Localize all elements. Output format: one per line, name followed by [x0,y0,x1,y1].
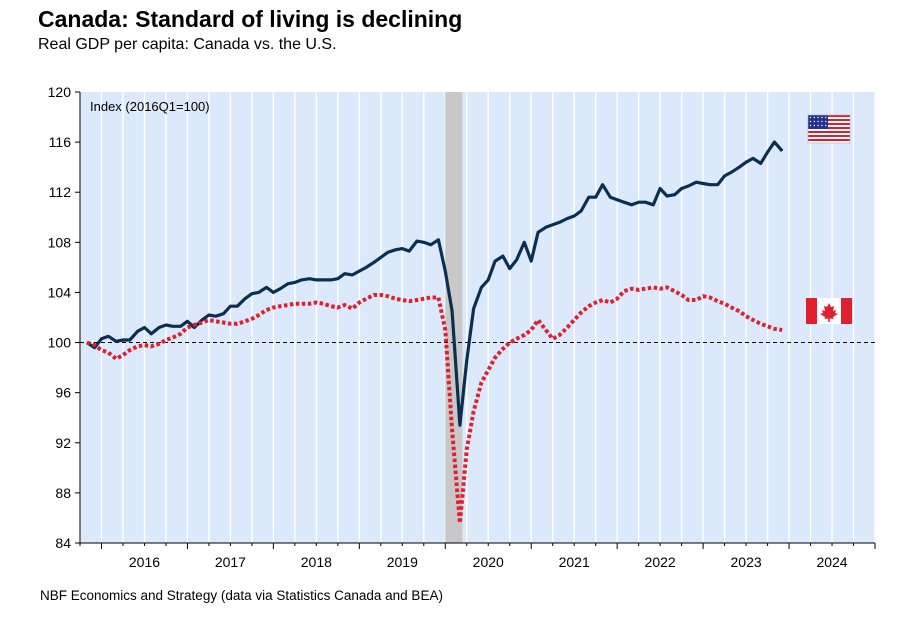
y-tick-label: 96 [55,385,71,401]
flag-stripe [808,125,850,127]
flag-stripe [808,119,850,121]
flag-stripe [808,135,850,137]
flag-star [821,124,823,127]
flag-stripe [808,131,850,133]
y-tick-label: 104 [48,284,72,300]
y-tick-label: 120 [48,84,72,100]
x-tick-label: 2020 [473,554,504,570]
flag-star [825,124,827,127]
flag-stripe [808,139,850,141]
series-line-us [86,140,784,427]
flag-band-left [806,298,817,324]
flag-star [817,124,819,127]
us-flag-icon [807,114,851,144]
flag-stripe [808,115,850,117]
flag-star [813,116,815,119]
chart: 84 88 92 96 100 104 108 112 116 120 2016 2017 2018 20… [48,84,876,570]
flag-stripe [808,117,850,119]
flag-star [809,116,812,119]
flag-star [821,116,823,119]
series-line-canada [86,285,783,525]
flag-star [813,120,815,123]
x-tick-label: 2021 [559,554,590,570]
y-axis-label: Index (2016Q1=100) [90,99,210,114]
flag-stripe [808,141,850,143]
x-tick-label: 2018 [301,554,332,570]
y-tick-label: 84 [55,535,71,551]
chart-title: Canada: Standard of living is declining [38,6,463,32]
canada-flag-icon [806,298,852,324]
y-tick-label: 88 [55,485,71,501]
source-note: NBF Economics and Strategy (data via Sta… [40,588,443,603]
flag-stripe [808,133,850,135]
maple-leaf-icon [820,303,838,322]
x-tick-label: 2017 [215,554,246,570]
flag-star [821,120,823,123]
y-tick-label: 108 [48,234,72,250]
flag-border [807,114,851,144]
x-tick-label: 2022 [645,554,676,570]
flag-star [813,124,815,127]
y-tick-label: 116 [49,134,72,150]
y-tick-label: 100 [48,335,72,351]
y-tick-label: 92 [55,435,71,451]
flag-stripe [808,137,850,139]
flag-star [809,124,812,127]
flag-stripe [808,123,850,125]
flag-star [809,120,812,123]
flag-stripe [808,121,850,123]
flag-star [825,116,827,119]
y-tick-label: 112 [49,184,72,200]
flag-stripe [808,129,850,131]
x-tick-label: 2023 [731,554,762,570]
plot-area [80,92,875,543]
chart-subtitle: Real GDP per capita: Canada vs. the U.S. [38,36,337,53]
flag-band-right [841,298,852,324]
x-tick-label: 2016 [129,554,160,570]
x-tick-label: 2019 [387,554,418,570]
flag-star [817,120,819,123]
x-tick-label: 2024 [816,554,847,570]
flag-star [825,120,827,123]
flag-stripe [808,127,850,129]
flag-star [817,116,819,119]
